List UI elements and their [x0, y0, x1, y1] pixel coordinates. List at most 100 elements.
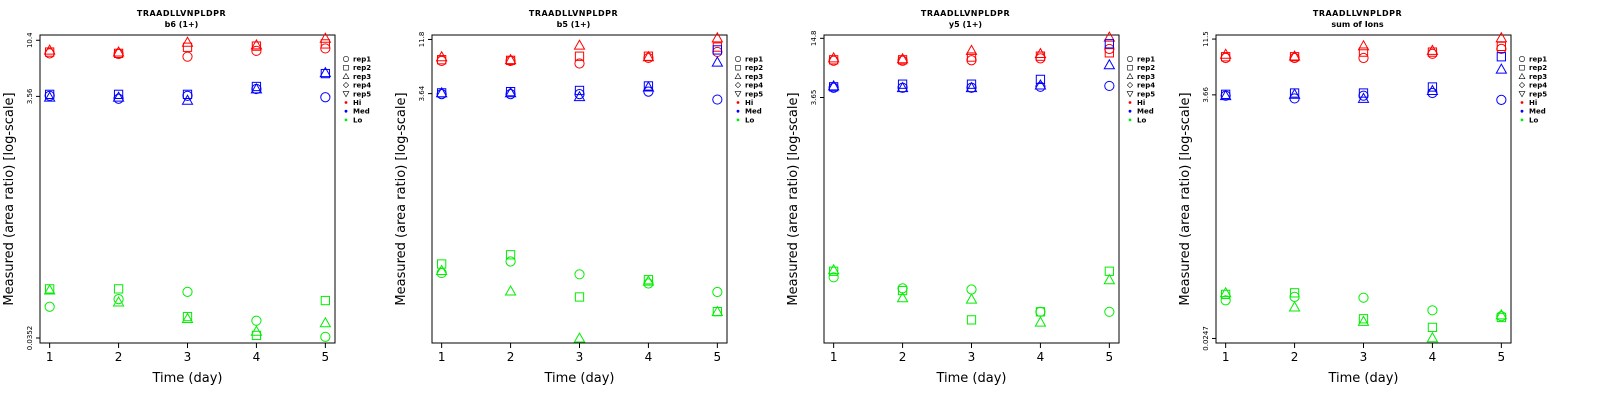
data-point-med-square — [1358, 88, 1369, 98]
data-point-hi-triangle-up — [827, 51, 840, 63]
data-point-med-square — [643, 81, 654, 91]
data-point-hi-circle — [251, 45, 262, 56]
data-point-med-triangle-up — [1219, 89, 1232, 101]
data-point-med-square — [1496, 52, 1506, 62]
data-point-med-triangle-up — [711, 56, 724, 67]
legend-marker-rep3 — [734, 72, 742, 79]
data-point-med-square — [1035, 74, 1046, 85]
plot-frame — [1215, 34, 1512, 344]
legend-dot-Lo — [1520, 118, 1524, 122]
data-point-hi-triangle-up — [573, 39, 586, 50]
data-point-med-square — [712, 45, 722, 55]
data-point-lo-square — [437, 259, 447, 269]
y-tick-label: 11.8 — [418, 32, 426, 48]
legend-label-Hi: Hi — [353, 99, 361, 107]
data-point-hi-triangle-up — [250, 38, 263, 50]
legend-marker-rep4 — [342, 82, 350, 89]
legend-marker-rep1 — [343, 56, 349, 62]
data-point-hi-square — [897, 55, 908, 65]
chart-title: TRAADLLVNPLDPR — [529, 9, 618, 18]
data-point-med-triangle-up — [43, 91, 56, 102]
data-point-med-square — [574, 85, 585, 96]
legend-label-rep5: rep5 — [1137, 90, 1155, 98]
legend-label-rep3: rep3 — [1529, 73, 1547, 81]
data-point-lo-circle — [44, 301, 55, 312]
data-point-med-triangle-up — [642, 80, 655, 92]
data-point-med-triangle-up — [504, 86, 517, 98]
x-tick-label: 1 — [46, 350, 54, 364]
legend-dot-Med — [1520, 109, 1524, 113]
legend-label-rep3: rep3 — [745, 73, 763, 81]
data-point-lo-circle — [1427, 305, 1438, 316]
x-tick-label: 3 — [184, 350, 192, 364]
data-point-lo-circle — [505, 256, 516, 267]
legend-dot-Med — [344, 109, 348, 113]
legend-label-rep4: rep4 — [1137, 82, 1155, 90]
data-point-lo-circle — [1220, 295, 1231, 306]
data-point-lo-triangle-up — [827, 263, 840, 275]
data-point-hi-triangle-up — [1495, 31, 1508, 43]
legend-label-rep1: rep1 — [353, 56, 371, 64]
legend-label-rep5: rep5 — [745, 90, 763, 98]
y-tick-label: 14.8 — [810, 31, 818, 47]
data-point-lo-circle — [182, 286, 193, 297]
x-tick-label: 3 — [1360, 350, 1368, 364]
legend-label-rep2: rep2 — [1529, 64, 1547, 72]
legend-marker-rep3 — [342, 72, 350, 79]
data-point-lo-circle — [1104, 306, 1115, 317]
data-point-med-square — [113, 89, 124, 99]
data-point-hi-triangle-up — [1034, 47, 1047, 59]
y-tick-label: 3.65 — [810, 90, 818, 106]
legend-label-Lo: Lo — [745, 116, 754, 124]
x-tick-label: 1 — [1222, 350, 1230, 364]
y-tick-label: 11.5 — [1202, 31, 1210, 47]
data-point-hi-triangle-up — [1219, 48, 1232, 59]
data-point-hi-triangle-up — [43, 44, 56, 55]
data-point-lo-square — [966, 315, 977, 325]
data-point-lo-triangle-up — [112, 295, 125, 307]
legend-marker-rep2 — [1519, 65, 1525, 71]
data-point-med-circle — [1104, 80, 1115, 92]
data-point-hi-square — [1104, 48, 1114, 58]
data-point-lo-triangle-up — [1103, 273, 1116, 285]
data-point-lo-square — [505, 250, 516, 260]
chart-panel-3: TRAADLLVNPLDPR y5 (1+) 1 2 3 4 5 Time (day) 3.65… — [786, 9, 1155, 386]
data-point-lo-triangle-up — [573, 332, 586, 343]
legend-marker-rep1 — [1127, 56, 1133, 62]
data-point-lo-triangle-up — [319, 316, 332, 328]
chart-subtitle: b5 (1+) — [557, 20, 591, 29]
data-points — [1219, 31, 1508, 343]
data-point-hi-square — [251, 41, 262, 51]
legend-label-Hi: Hi — [1529, 99, 1537, 107]
x-tick-label: 4 — [645, 350, 653, 364]
legend-label-Lo: Lo — [1529, 116, 1538, 124]
data-point-med-square — [829, 82, 839, 92]
data-point-med-triangle-up — [1103, 58, 1116, 70]
legend-label-rep1: rep1 — [745, 56, 763, 64]
data-point-hi-triangle-up — [642, 50, 655, 62]
legend-dot-Hi — [344, 101, 348, 104]
data-point-med-triangle-up — [573, 90, 586, 102]
legend-dot-Lo — [344, 118, 348, 122]
data-point-lo-square — [1427, 322, 1438, 333]
data-point-hi-square — [182, 42, 193, 52]
legend-marker-rep5 — [342, 91, 350, 98]
chart-title: TRAADLLVNPLDPR — [921, 9, 1010, 18]
legend-marker-rep3 — [1518, 72, 1526, 79]
data-point-med-circle — [320, 92, 331, 103]
x-tick-label: 3 — [968, 350, 976, 364]
data-point-hi-square — [1289, 52, 1300, 62]
data-point-med-circle — [643, 86, 654, 97]
data-point-hi-square — [966, 52, 977, 62]
legend-marker-rep2 — [735, 65, 741, 71]
legend-marker-rep5 — [1518, 91, 1526, 98]
data-point-lo-square — [1035, 307, 1046, 317]
data-point-med-square — [45, 89, 55, 99]
data-point-lo-square — [897, 285, 908, 296]
data-point-lo-square — [320, 295, 330, 306]
y-axis-label: Measured (area ratio) [log-scale] — [786, 92, 801, 305]
chart-subtitle: sum of Ions — [1331, 20, 1384, 29]
data-point-lo-triangle-up — [43, 283, 56, 295]
